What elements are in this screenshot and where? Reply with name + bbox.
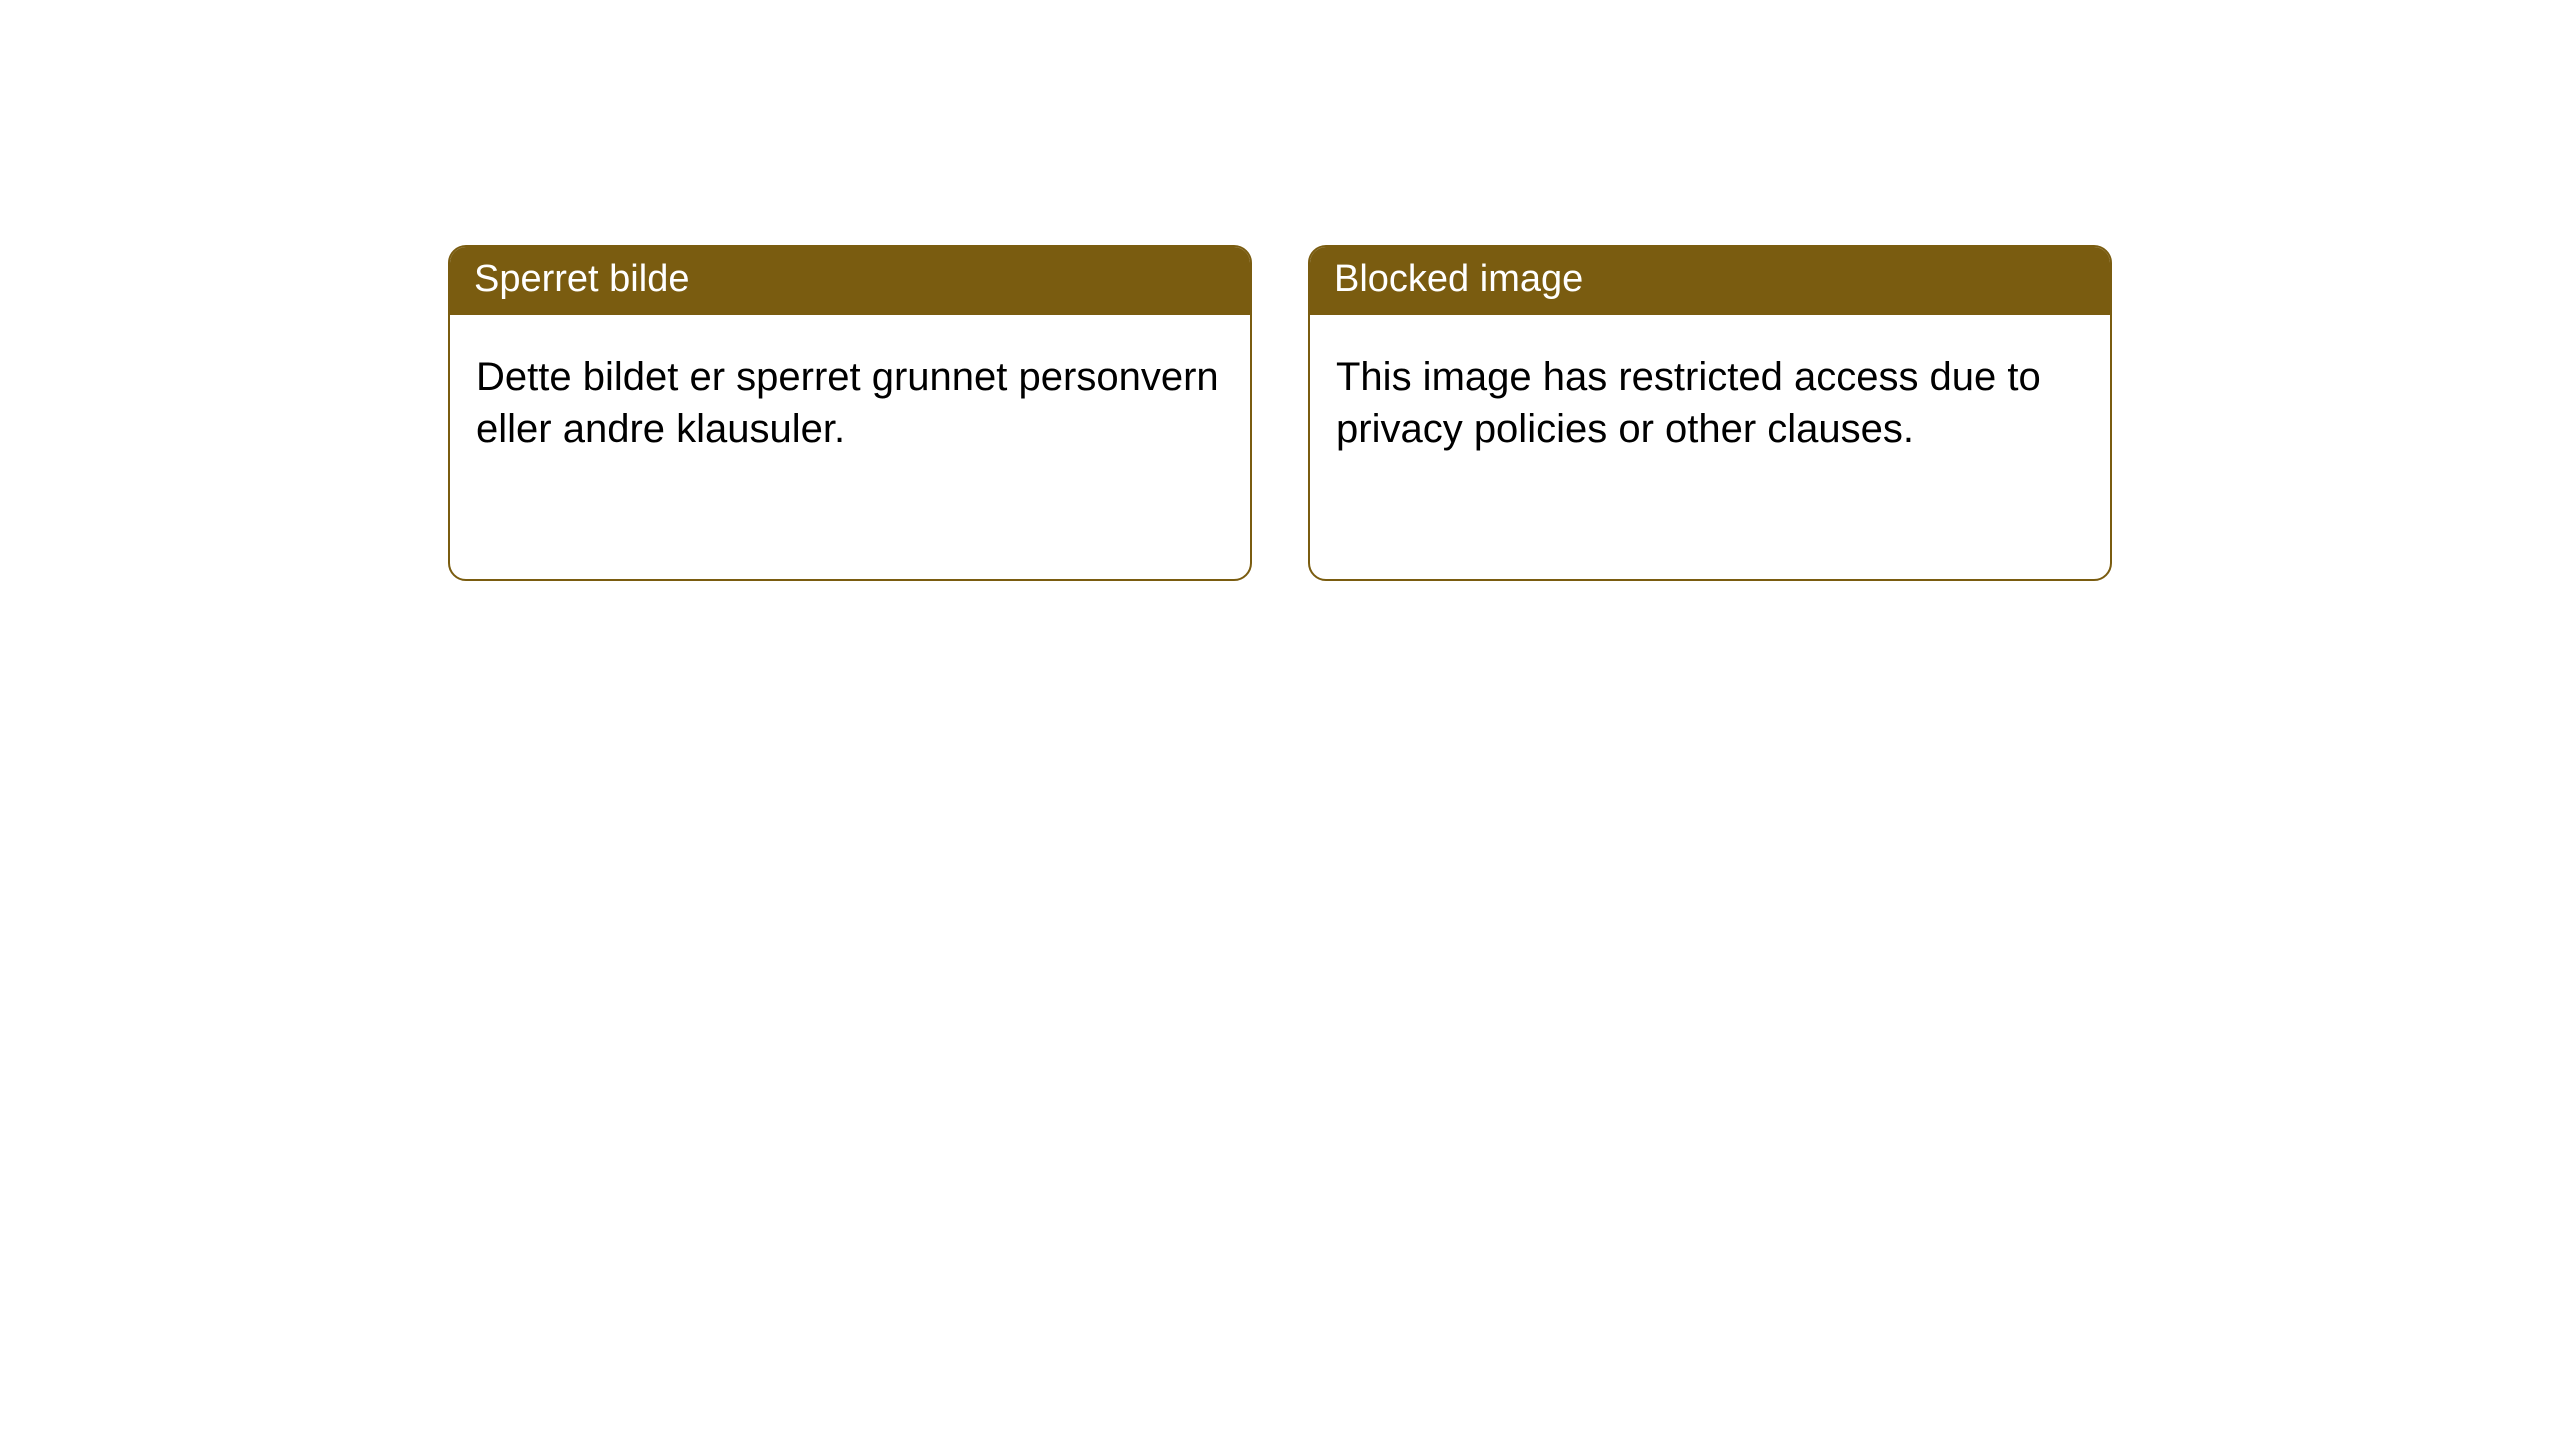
notice-card-body: Dette bildet er sperret grunnet personve… bbox=[450, 315, 1250, 481]
notice-card-en: Blocked image This image has restricted … bbox=[1308, 245, 2112, 581]
notice-container: Sperret bilde Dette bildet er sperret gr… bbox=[0, 0, 2560, 581]
notice-card-body: This image has restricted access due to … bbox=[1310, 315, 2110, 481]
notice-card-title: Sperret bilde bbox=[450, 247, 1250, 315]
notice-card-no: Sperret bilde Dette bildet er sperret gr… bbox=[448, 245, 1252, 581]
notice-card-title: Blocked image bbox=[1310, 247, 2110, 315]
